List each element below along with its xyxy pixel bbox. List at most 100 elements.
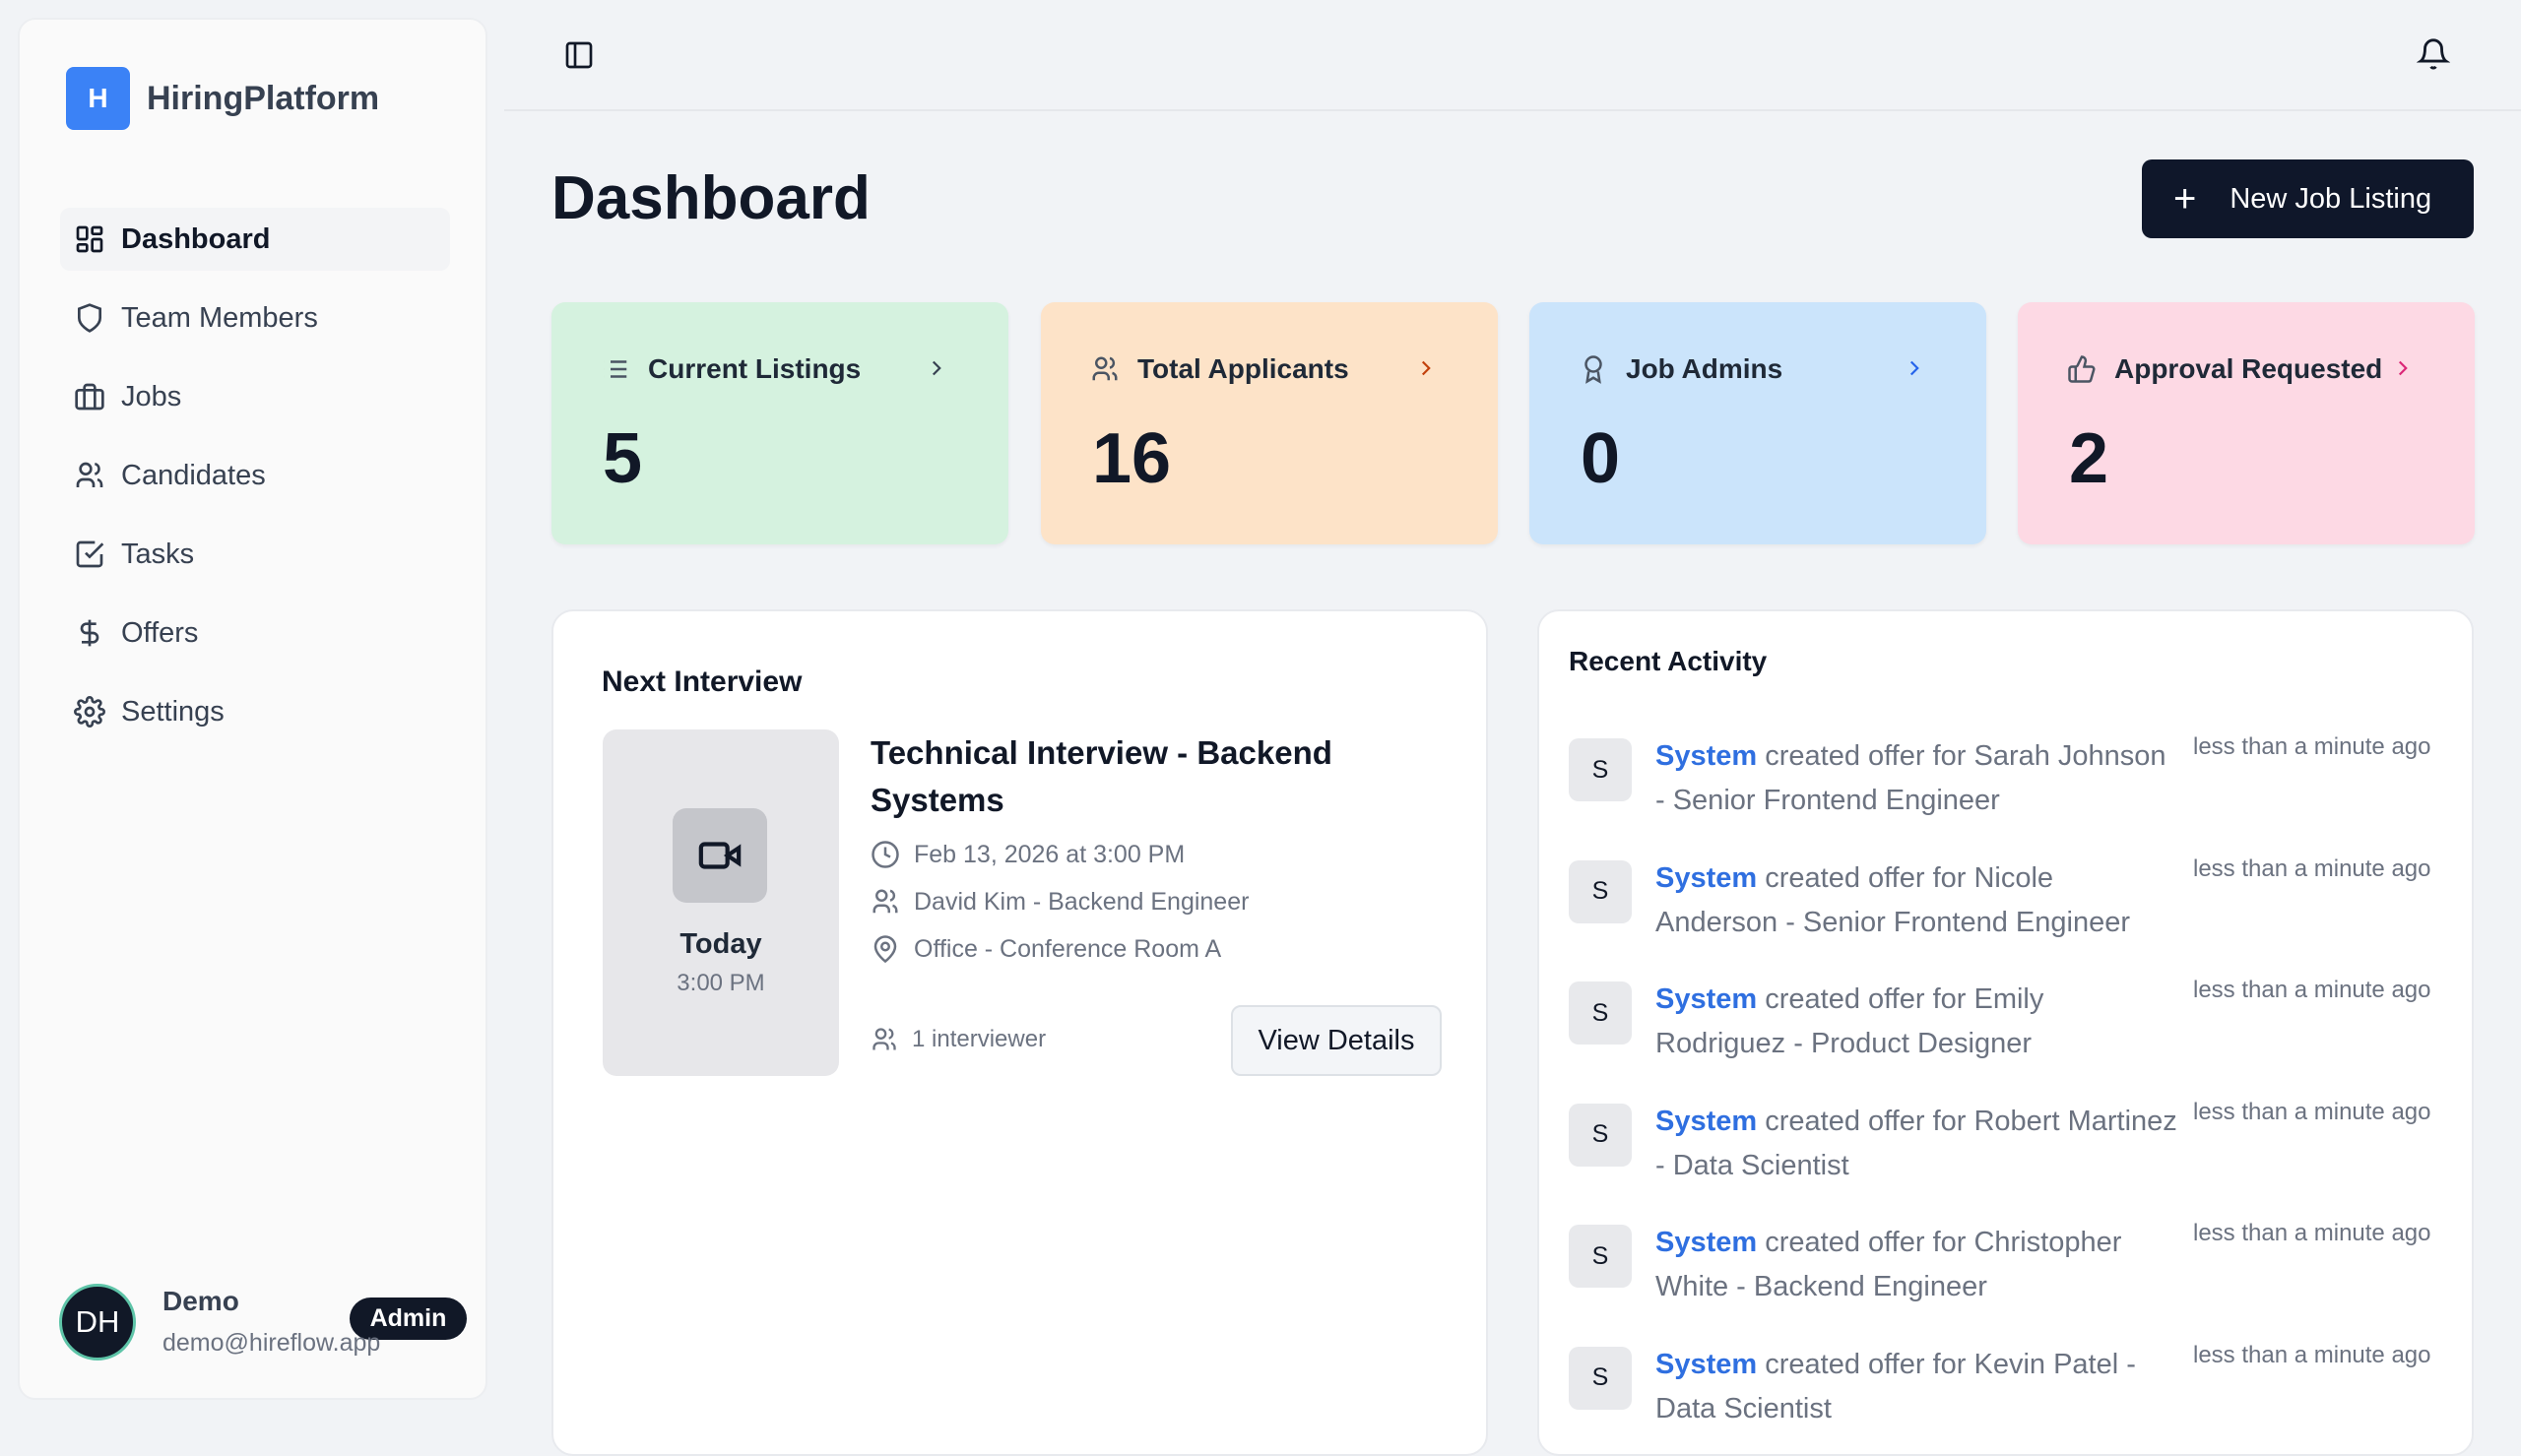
interview-location: Office - Conference Room A	[871, 934, 1221, 964]
activity-actor-link[interactable]: System	[1655, 740, 1758, 772]
user-name: Demo	[162, 1286, 239, 1316]
sidebar-item-jobs[interactable]: Jobs	[60, 365, 450, 428]
bell-icon[interactable]	[2417, 37, 2450, 71]
sidebar-item-label: Offers	[121, 616, 199, 649]
view-details-button[interactable]: View Details	[1231, 1005, 1442, 1076]
gear-icon	[74, 696, 105, 728]
sidebar-item-offers[interactable]: Offers	[60, 601, 450, 665]
stat-value: 2	[2069, 419, 2109, 498]
activity-actor-link[interactable]: System	[1655, 1227, 1758, 1258]
stat-label: Total Applicants	[1137, 353, 1349, 384]
stat-value: 0	[1581, 419, 1621, 498]
activity-timestamp: less than a minute ago	[2193, 855, 2431, 882]
interview-candidate: David Kim - Backend Engineer	[871, 887, 1249, 917]
user-email: demo@hireflow.app	[162, 1329, 381, 1357]
activity-avatar: S	[1569, 859, 1632, 923]
activity-text: System created offer for Kevin Patel - D…	[1655, 1343, 2177, 1431]
activity-text: System created offer for Christopher Whi…	[1655, 1221, 2177, 1309]
app-name: HiringPlatform	[147, 79, 380, 117]
activity-avatar: S	[1569, 738, 1632, 801]
sidebar-item-label: Jobs	[121, 380, 182, 412]
thumbs-up-icon	[2068, 355, 2096, 383]
candidate-text: David Kim - Backend Engineer	[914, 887, 1250, 916]
location-text: Office - Conference Room A	[914, 934, 1222, 963]
users-icon	[1092, 356, 1118, 381]
page-title: Dashboard	[551, 164, 871, 232]
chevron-right-icon	[1909, 360, 1919, 376]
new-job-listing-label: New Job Listing	[2230, 182, 2432, 215]
interviewer-count: 1 interviewer	[871, 1026, 1046, 1053]
stat-label: Approval Requested	[2114, 353, 2383, 384]
sidebar-item-candidates[interactable]: Candidates	[60, 444, 450, 507]
interview-time: 3:00 PM	[677, 970, 765, 996]
stat-value: 16	[1092, 419, 1172, 498]
activity-timestamp: less than a minute ago	[2193, 977, 2431, 1003]
sidebar-item-label: Settings	[121, 695, 225, 728]
chevron-right-icon	[2398, 360, 2408, 376]
new-job-listing-button[interactable]: + New Job Listing	[2142, 159, 2474, 238]
activity-text: System created offer for Emily Rodriguez…	[1655, 978, 2177, 1066]
sidebar: H HiringPlatform Dashboard Team Members …	[18, 18, 487, 1400]
clock-icon	[872, 841, 899, 868]
sidebar-item-dashboard[interactable]: Dashboard	[60, 208, 450, 271]
dollar-icon	[80, 619, 99, 647]
activity-timestamp: less than a minute ago	[2193, 1098, 2431, 1125]
user-profile[interactable]: DH Demo Admin demo@hireflow.app	[59, 1282, 467, 1362]
chevron-right-icon	[1421, 360, 1431, 376]
sidebar-toggle-icon[interactable]	[563, 39, 595, 71]
stat-label: Job Admins	[1626, 353, 1783, 384]
activity-avatar: S	[1569, 1346, 1632, 1410]
stat-label: Current Listings	[648, 353, 862, 384]
sidebar-item-label: Tasks	[121, 538, 195, 570]
shield-icon	[78, 303, 101, 333]
activity-text: System created offer for Nicole Anderson…	[1655, 856, 2177, 945]
activity-text: System created offer for Sarah Johnson -…	[1655, 734, 2177, 823]
award-icon	[1584, 355, 1602, 384]
activity-description: created offer for Robert Martinez - Data…	[1655, 1105, 2177, 1181]
sidebar-item-tasks[interactable]: Tasks	[60, 523, 450, 586]
interview-datetime: Feb 13, 2026 at 3:00 PM	[871, 840, 1185, 869]
activity-actor-link[interactable]: System	[1655, 861, 1758, 894]
map-pin-icon	[873, 935, 897, 964]
check-square-icon	[76, 540, 104, 568]
logo-badge: H	[66, 67, 130, 130]
users-icon	[76, 462, 103, 487]
panel-heading: Recent Activity	[1569, 646, 1768, 676]
activity-actor-link[interactable]: System	[1655, 1348, 1758, 1380]
stat-value: 5	[603, 419, 643, 498]
activity-description: created offer for Sarah Johnson - Senior…	[1655, 740, 2166, 816]
activity-timestamp: less than a minute ago	[2193, 1220, 2431, 1246]
activity-timestamp: less than a minute ago	[2193, 1341, 2431, 1368]
plus-icon: +	[2173, 177, 2197, 221]
sidebar-item-label: Candidates	[121, 459, 266, 491]
stat-card-current-listings[interactable]: Current Listings 5	[551, 302, 1008, 544]
top-bar	[504, 0, 2521, 111]
sidebar-item-settings[interactable]: Settings	[60, 680, 450, 743]
activity-timestamp: less than a minute ago	[2193, 733, 2431, 760]
interview-title[interactable]: Technical Interview - Backend Systems	[871, 734, 1332, 818]
activity-avatar: S	[1569, 1225, 1632, 1288]
users-icon	[873, 1028, 896, 1050]
interview-date-box: Today 3:00 PM	[603, 729, 839, 1076]
app-logo[interactable]: H HiringPlatform	[66, 67, 379, 130]
activity-avatar: S	[1569, 1103, 1632, 1167]
list-icon	[604, 360, 627, 378]
sidebar-item-label: Team Members	[121, 301, 318, 334]
sidebar-item-team-members[interactable]: Team Members	[60, 286, 450, 349]
activity-description: created offer for Nicole Anderson - Seni…	[1655, 861, 2131, 938]
avatar: DH	[59, 1284, 136, 1361]
activity-actor-link[interactable]: System	[1655, 1105, 1758, 1137]
briefcase-icon	[75, 383, 104, 411]
role-badge: Admin	[350, 1298, 467, 1340]
sidebar-item-label: Dashboard	[121, 222, 271, 255]
users-icon	[873, 889, 898, 914]
datetime-text: Feb 13, 2026 at 3:00 PM	[914, 840, 1186, 868]
activity-actor-link[interactable]: System	[1655, 983, 1758, 1015]
stat-card-approval-requested[interactable]: Approval Requested 2	[2018, 302, 2475, 544]
stat-card-total-applicants[interactable]: Total Applicants 16	[1041, 302, 1498, 544]
activity-description: created offer for Christopher White - Ba…	[1655, 1227, 2122, 1302]
activity-text: System created offer for Robert Martinez…	[1655, 1100, 2177, 1188]
panel-heading: Next Interview	[602, 665, 803, 698]
stat-card-job-admins[interactable]: Job Admins 0	[1529, 302, 1986, 544]
activity-description: created offer for Emily Rodriguez - Prod…	[1655, 983, 2044, 1059]
